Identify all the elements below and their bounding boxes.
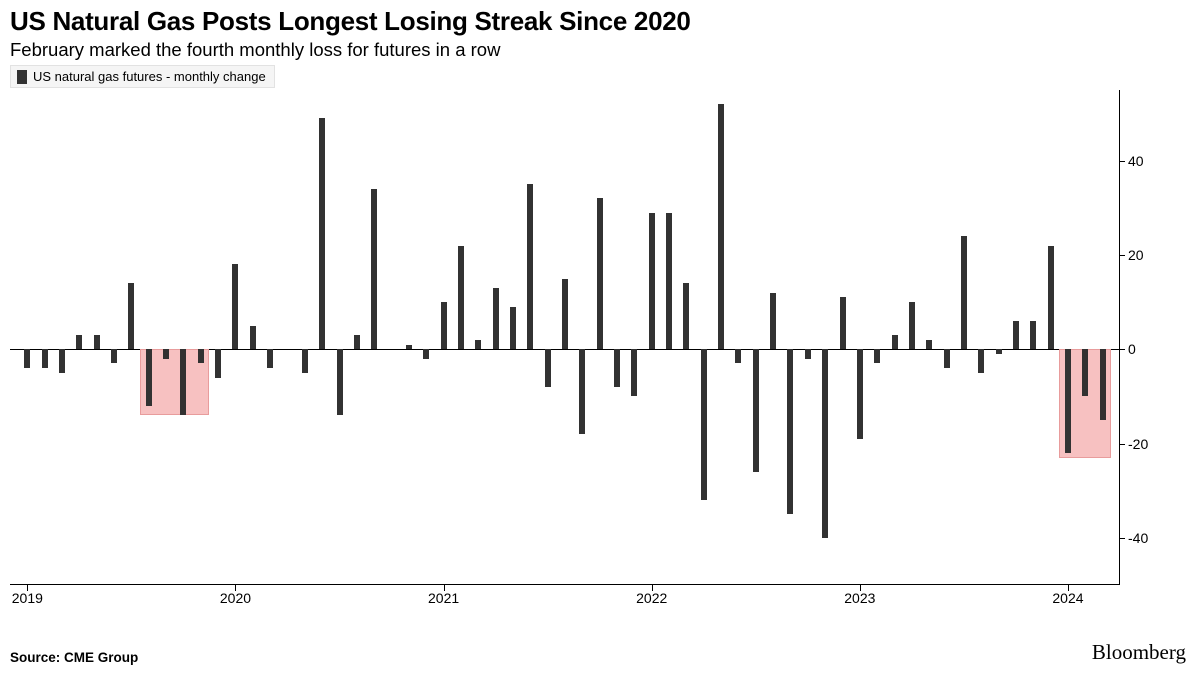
bar [1013, 321, 1019, 349]
bar [198, 349, 204, 363]
bar [666, 213, 672, 350]
bar [579, 349, 585, 434]
bar [1030, 321, 1036, 349]
bar [840, 297, 846, 349]
bar [944, 349, 950, 368]
bar [822, 349, 828, 538]
bar [146, 349, 152, 406]
legend: US natural gas futures - monthly change [10, 65, 275, 88]
y-tick [1119, 161, 1125, 162]
bar [493, 288, 499, 349]
x-tick-label: 2024 [1052, 590, 1083, 606]
bar [337, 349, 343, 415]
bar [441, 302, 447, 349]
x-tick-label: 2022 [636, 590, 667, 606]
bar [42, 349, 48, 368]
bar [250, 326, 256, 350]
bar [354, 335, 360, 349]
bar [232, 264, 238, 349]
legend-swatch [17, 70, 27, 84]
bar [961, 236, 967, 349]
bar [423, 349, 429, 358]
bar [1082, 349, 1088, 396]
bar [545, 349, 551, 387]
x-tick-label: 2021 [428, 590, 459, 606]
bar [718, 104, 724, 349]
bar [909, 302, 915, 349]
x-tick-label: 2019 [12, 590, 43, 606]
bar [805, 349, 811, 358]
bar [111, 349, 117, 363]
bar [770, 293, 776, 350]
source-attribution: Source: CME Group [10, 650, 138, 665]
bar [24, 349, 30, 368]
y-tick-label: 0 [1128, 341, 1136, 357]
bar [753, 349, 759, 472]
bar [215, 349, 221, 377]
bar [562, 279, 568, 350]
bar [787, 349, 793, 514]
bar [371, 189, 377, 349]
bar [874, 349, 880, 363]
bar [701, 349, 707, 500]
y-tick [1119, 538, 1125, 539]
bar [475, 340, 481, 349]
y-tick-label: 40 [1128, 153, 1144, 169]
y-tick-label: 20 [1128, 247, 1144, 263]
bar [892, 335, 898, 349]
y-tick-label: -20 [1128, 436, 1148, 452]
bar [597, 198, 603, 349]
chart-subtitle: February marked the fourth monthly loss … [0, 37, 1200, 65]
bar [76, 335, 82, 349]
x-tick-label: 2023 [844, 590, 875, 606]
bar [59, 349, 65, 373]
bar [926, 340, 932, 349]
y-tick [1119, 349, 1125, 350]
bar [735, 349, 741, 363]
chart-title: US Natural Gas Posts Longest Losing Stre… [0, 0, 1200, 37]
bar [180, 349, 186, 415]
bar [978, 349, 984, 373]
bar [267, 349, 273, 368]
bar [857, 349, 863, 439]
bar [458, 246, 464, 350]
bar [128, 283, 134, 349]
chart-area: Percent -40-2002040201920202021202220232… [10, 90, 1190, 615]
bar [631, 349, 637, 396]
legend-label: US natural gas futures - monthly change [33, 69, 266, 84]
bar [1100, 349, 1106, 420]
bar [996, 349, 1002, 354]
bar [163, 349, 169, 358]
bar [614, 349, 620, 387]
y-tick [1119, 444, 1125, 445]
x-tick-label: 2020 [220, 590, 251, 606]
plot-area [10, 90, 1120, 585]
bar [683, 283, 689, 349]
bar [1048, 246, 1054, 350]
bar [510, 307, 516, 349]
y-tick [1119, 255, 1125, 256]
bar [527, 184, 533, 349]
bar [1065, 349, 1071, 453]
y-tick-label: -40 [1128, 530, 1148, 546]
brand-logo: Bloomberg [1092, 640, 1186, 665]
bar [302, 349, 308, 373]
bar [319, 118, 325, 349]
bar [649, 213, 655, 350]
bar [406, 345, 412, 350]
bar [94, 335, 100, 349]
